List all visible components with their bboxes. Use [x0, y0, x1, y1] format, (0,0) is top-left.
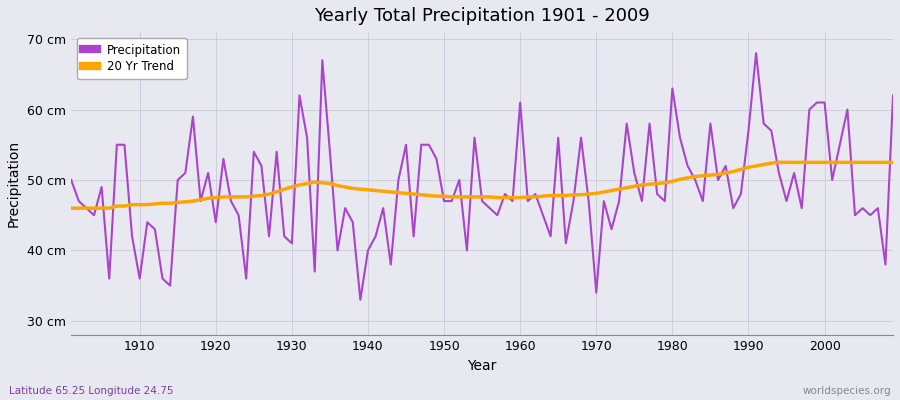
Precipitation — [614, 199, 625, 204]
Line: 20 Yr Trend: 20 Yr Trend — [71, 162, 893, 208]
Precipitation — [355, 297, 365, 302]
X-axis label: Year: Year — [467, 359, 497, 373]
20 Yr Trend — [127, 202, 138, 207]
Text: worldspecies.org: worldspecies.org — [803, 386, 891, 396]
Text: Latitude 65.25 Longitude 24.75: Latitude 65.25 Longitude 24.75 — [9, 386, 174, 396]
Precipitation — [751, 51, 761, 56]
Precipitation — [294, 93, 305, 98]
Legend: Precipitation, 20 Yr Trend: Precipitation, 20 Yr Trend — [77, 38, 186, 79]
20 Yr Trend — [606, 188, 616, 193]
20 Yr Trend — [508, 195, 518, 200]
Precipitation — [887, 93, 898, 98]
Y-axis label: Precipitation: Precipitation — [7, 140, 21, 227]
Title: Yearly Total Precipitation 1901 - 2009: Yearly Total Precipitation 1901 - 2009 — [314, 7, 650, 25]
20 Yr Trend — [887, 160, 898, 165]
20 Yr Trend — [515, 195, 526, 200]
Precipitation — [127, 234, 138, 239]
Line: Precipitation: Precipitation — [71, 53, 893, 300]
Precipitation — [515, 100, 526, 105]
20 Yr Trend — [66, 206, 77, 210]
20 Yr Trend — [773, 160, 784, 165]
Precipitation — [339, 206, 350, 210]
Precipitation — [66, 178, 77, 182]
20 Yr Trend — [339, 185, 350, 190]
Precipitation — [522, 199, 533, 204]
20 Yr Trend — [294, 182, 305, 187]
